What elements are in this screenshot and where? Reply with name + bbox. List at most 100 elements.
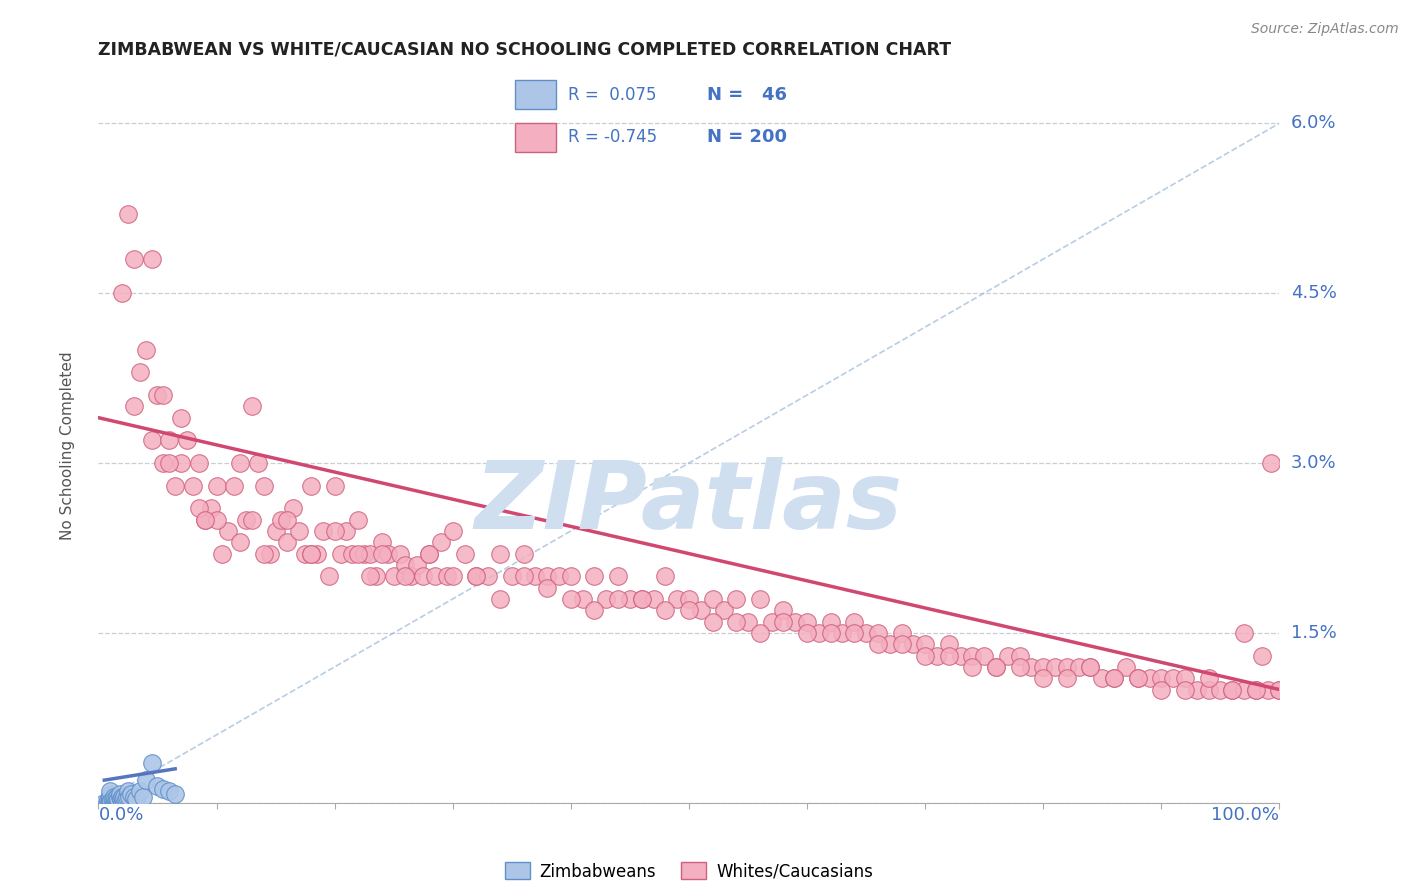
Point bbox=[205, 513, 228, 527]
Point bbox=[423, 569, 446, 583]
Point bbox=[112, 790, 135, 805]
Point bbox=[418, 547, 440, 561]
Point bbox=[1268, 682, 1291, 697]
Point bbox=[377, 547, 399, 561]
Point bbox=[107, 792, 129, 806]
Point bbox=[364, 569, 387, 583]
Point bbox=[1032, 660, 1054, 674]
Text: 3.0%: 3.0% bbox=[1291, 454, 1336, 472]
Point bbox=[1260, 456, 1282, 470]
Point bbox=[949, 648, 972, 663]
Bar bbox=[516, 123, 555, 152]
Point bbox=[329, 547, 352, 561]
Point bbox=[111, 286, 134, 301]
Point bbox=[103, 796, 125, 810]
Point bbox=[283, 501, 305, 516]
Point bbox=[406, 558, 429, 572]
Point bbox=[98, 792, 121, 806]
Point bbox=[299, 547, 322, 561]
Point bbox=[312, 524, 335, 538]
Point bbox=[135, 343, 157, 357]
Point bbox=[132, 790, 155, 805]
Point bbox=[98, 796, 121, 810]
Point bbox=[820, 615, 842, 629]
Point bbox=[335, 524, 357, 538]
Point bbox=[111, 796, 134, 810]
Point bbox=[678, 603, 700, 617]
Point bbox=[1080, 660, 1102, 674]
Point bbox=[785, 615, 807, 629]
Point bbox=[229, 456, 252, 470]
Point bbox=[607, 591, 630, 606]
Point bbox=[536, 569, 558, 583]
Point bbox=[323, 524, 346, 538]
Point bbox=[1233, 682, 1256, 697]
Point bbox=[157, 784, 180, 798]
Point bbox=[305, 547, 328, 561]
Point bbox=[962, 660, 984, 674]
Point bbox=[135, 773, 157, 788]
Point bbox=[973, 648, 995, 663]
Point bbox=[105, 793, 128, 807]
Text: Source: ZipAtlas.com: Source: ZipAtlas.com bbox=[1251, 22, 1399, 37]
Point bbox=[100, 793, 122, 807]
Point bbox=[217, 524, 239, 538]
Point bbox=[264, 524, 287, 538]
Text: ZIPatlas: ZIPatlas bbox=[475, 457, 903, 549]
Point bbox=[1056, 660, 1078, 674]
Point bbox=[512, 569, 534, 583]
Point bbox=[630, 591, 652, 606]
Point bbox=[128, 784, 150, 798]
Point bbox=[1150, 682, 1173, 697]
Point bbox=[1102, 671, 1125, 685]
Point bbox=[98, 784, 121, 798]
Point bbox=[938, 637, 960, 651]
Point bbox=[165, 478, 187, 492]
Point bbox=[347, 513, 370, 527]
Point bbox=[807, 626, 830, 640]
Text: R = -0.745: R = -0.745 bbox=[568, 128, 657, 146]
Point bbox=[276, 535, 298, 549]
Point bbox=[141, 434, 163, 448]
Point bbox=[318, 569, 340, 583]
Point bbox=[152, 456, 174, 470]
Point bbox=[146, 779, 169, 793]
Point bbox=[643, 591, 665, 606]
Point bbox=[831, 626, 853, 640]
Point bbox=[560, 591, 582, 606]
Point bbox=[276, 513, 298, 527]
Point bbox=[235, 513, 257, 527]
Point bbox=[866, 637, 889, 651]
Point bbox=[394, 569, 416, 583]
Point bbox=[240, 513, 263, 527]
Point bbox=[401, 569, 423, 583]
Point bbox=[98, 790, 121, 805]
Point bbox=[288, 524, 311, 538]
Point bbox=[796, 615, 818, 629]
Point bbox=[477, 569, 499, 583]
Point bbox=[761, 615, 783, 629]
Point bbox=[152, 782, 174, 797]
Point bbox=[879, 637, 901, 651]
Point bbox=[412, 569, 434, 583]
Point bbox=[1067, 660, 1090, 674]
Point bbox=[253, 547, 276, 561]
Point bbox=[630, 591, 652, 606]
Point bbox=[997, 648, 1019, 663]
Point bbox=[371, 547, 394, 561]
Point bbox=[104, 796, 127, 810]
Point bbox=[548, 569, 571, 583]
Point bbox=[382, 569, 405, 583]
Point bbox=[347, 547, 370, 561]
Text: 6.0%: 6.0% bbox=[1291, 114, 1336, 132]
Point bbox=[181, 478, 204, 492]
Point bbox=[855, 626, 877, 640]
Point bbox=[112, 796, 135, 810]
Point bbox=[253, 478, 276, 492]
Point bbox=[1021, 660, 1043, 674]
Point bbox=[1220, 682, 1243, 697]
Legend: Zimbabweans, Whites/Caucasians: Zimbabweans, Whites/Caucasians bbox=[498, 855, 880, 888]
Point bbox=[890, 637, 912, 651]
Text: N =   46: N = 46 bbox=[707, 86, 787, 103]
Point bbox=[105, 790, 128, 805]
